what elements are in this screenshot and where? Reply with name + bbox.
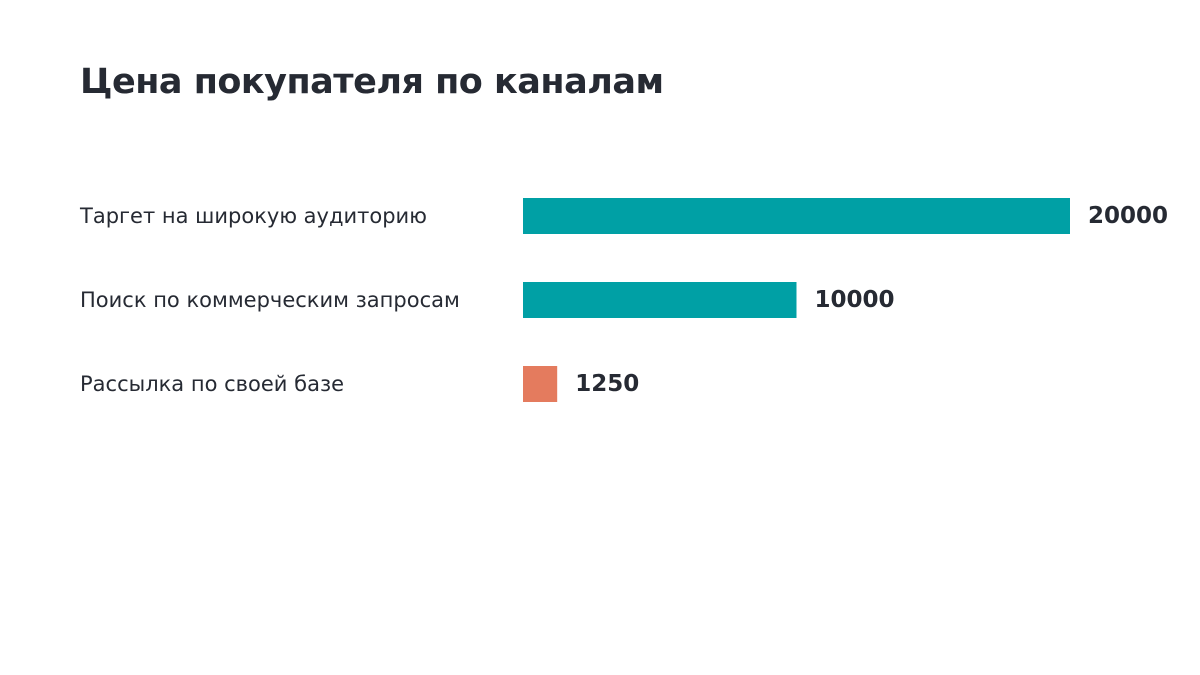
chart-title: Цена покупателя по каналам	[80, 62, 664, 102]
value-label: 1250	[575, 371, 639, 397]
bar	[523, 282, 797, 318]
category-label: Таргет на широкую аудиторию	[79, 204, 427, 228]
bar	[523, 198, 1070, 234]
bar	[523, 366, 558, 402]
value-label: 10000	[815, 287, 895, 313]
category-label: Рассылка по своей базе	[80, 372, 344, 396]
value-label: 20000	[1088, 203, 1168, 229]
category-label: Поиск по коммерческим запросам	[80, 288, 460, 312]
